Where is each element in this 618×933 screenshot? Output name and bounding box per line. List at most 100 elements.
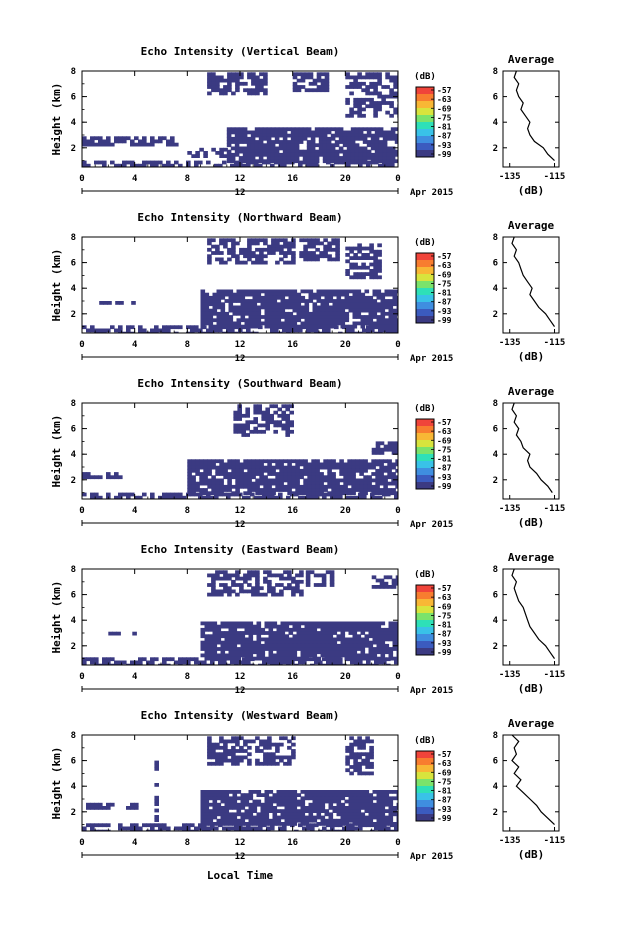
colorbar-swatch: [416, 433, 434, 441]
heatmap-cell: [312, 88, 318, 93]
heatmap-cell: [298, 660, 303, 665]
heatmap-cell: [232, 624, 238, 629]
heatmap-cell: [345, 246, 350, 251]
heatmap-cell: [236, 647, 242, 651]
heatmap-cell: [283, 586, 288, 591]
heatmap-cell: [386, 829, 391, 831]
heatmap-cell: [231, 462, 236, 467]
heatmap-cell: [227, 758, 232, 763]
heatmap-cell: [356, 815, 362, 820]
heatmap-cell: [288, 809, 294, 813]
heatmap-cell: [316, 631, 322, 635]
heatmap-cell: [282, 146, 288, 151]
heatmap-cell: [284, 627, 290, 632]
heatmap-cell: [300, 75, 306, 80]
heatmap-cell: [345, 75, 350, 80]
heatmap-cell: [388, 305, 394, 310]
heatmap-cell: [204, 815, 210, 820]
heatmap-cell: [356, 822, 362, 826]
heatmap-cell: [356, 643, 362, 648]
heatmap-cell: [259, 491, 264, 496]
heatmap-cell: [296, 72, 302, 77]
heatmap-cell: [207, 81, 212, 86]
heatmap-cell: [243, 478, 248, 483]
heatmap-cell: [270, 156, 276, 160]
heatmap-cell: [355, 468, 360, 473]
heatmap-cell: [382, 167, 387, 171]
heatmap-cell: [220, 790, 226, 794]
heatmap-cell: [208, 650, 214, 655]
heatmap-cell: [235, 468, 240, 473]
heatmap-cell: [248, 621, 254, 626]
heatmap-cell: [206, 328, 211, 333]
heatmap-cell: [320, 315, 326, 319]
heatmap-cell: [324, 656, 330, 661]
heatmap-cell: [247, 752, 252, 757]
heatmap-cell: [259, 78, 264, 83]
x-tick-label: 0: [79, 838, 84, 848]
heatmap-cell: [388, 653, 394, 658]
heatmap-cell: [239, 481, 244, 486]
heatmap-cell: [280, 643, 286, 648]
heatmap-cell: [231, 758, 236, 763]
heatmap-cell: [357, 81, 362, 86]
heatmap-cell: [240, 634, 246, 639]
heatmap-cell: [130, 802, 135, 807]
heatmap-cell: [255, 238, 260, 243]
heatmap-cell: [364, 624, 370, 629]
heatmap-cell: [390, 159, 396, 164]
heatmap-cell: [362, 159, 368, 164]
heatmap-cell: [250, 826, 255, 831]
heatmap-cell: [357, 101, 362, 105]
heatmap-cell: [356, 637, 362, 642]
heatmap-cell: [362, 146, 368, 151]
heatmap-cell: [372, 627, 378, 632]
heatmap-cell: [389, 88, 394, 93]
heatmap-cell: [212, 812, 218, 817]
heatmap-cell: [206, 495, 211, 499]
heatmap-cell: [344, 656, 350, 661]
heatmap-cell: [102, 806, 107, 810]
heatmap-cell: [335, 257, 340, 262]
heatmap-cell: [215, 758, 220, 763]
heatmap-cell: [350, 826, 355, 831]
heatmap-cell: [268, 656, 274, 661]
heatmap-cell: [266, 136, 272, 141]
heatmap-cell: [234, 660, 239, 665]
heatmap-cell: [146, 160, 151, 165]
heatmap-cell: [215, 88, 220, 93]
heatmap-cell: [231, 749, 236, 753]
heatmap-cell: [336, 311, 342, 316]
heatmap-cell: [391, 447, 397, 452]
heatmap-cell: [328, 624, 334, 629]
heatmap-cell: [243, 251, 248, 255]
heatmap-cell: [300, 818, 306, 823]
heatmap-cell: [338, 130, 344, 135]
heatmap-cell: [379, 451, 385, 455]
heatmap-cell: [260, 637, 266, 642]
heatmap-cell: [208, 624, 214, 629]
heatmap-cell: [278, 146, 284, 151]
heatmap-cell: [312, 302, 318, 307]
heatmap-cell: [366, 130, 372, 135]
heatmap-cell: [246, 495, 251, 499]
heatmap-cell: [377, 253, 382, 257]
heatmap-cell: [314, 152, 320, 157]
heatmap-cell: [304, 72, 310, 77]
heatmap-cell: [269, 420, 274, 425]
y-tick-label: 8: [71, 399, 76, 409]
heatmap-cell: [236, 822, 242, 826]
heatmap-cell: [288, 321, 294, 326]
heatmap-cell: [267, 491, 272, 496]
heatmap-cell: [106, 328, 111, 333]
heatmap-cell: [279, 488, 284, 492]
heatmap-cell: [306, 826, 311, 831]
heatmap-cell: [191, 491, 196, 496]
heatmap-cell: [291, 576, 296, 581]
heatmap-cell: [303, 459, 308, 464]
heatmap-cell: [283, 478, 288, 483]
heatmap-cell: [215, 465, 220, 470]
heatmap-cell: [98, 806, 103, 810]
heatmap-cell: [291, 755, 296, 760]
average-y-tick-label: 4: [493, 284, 499, 294]
